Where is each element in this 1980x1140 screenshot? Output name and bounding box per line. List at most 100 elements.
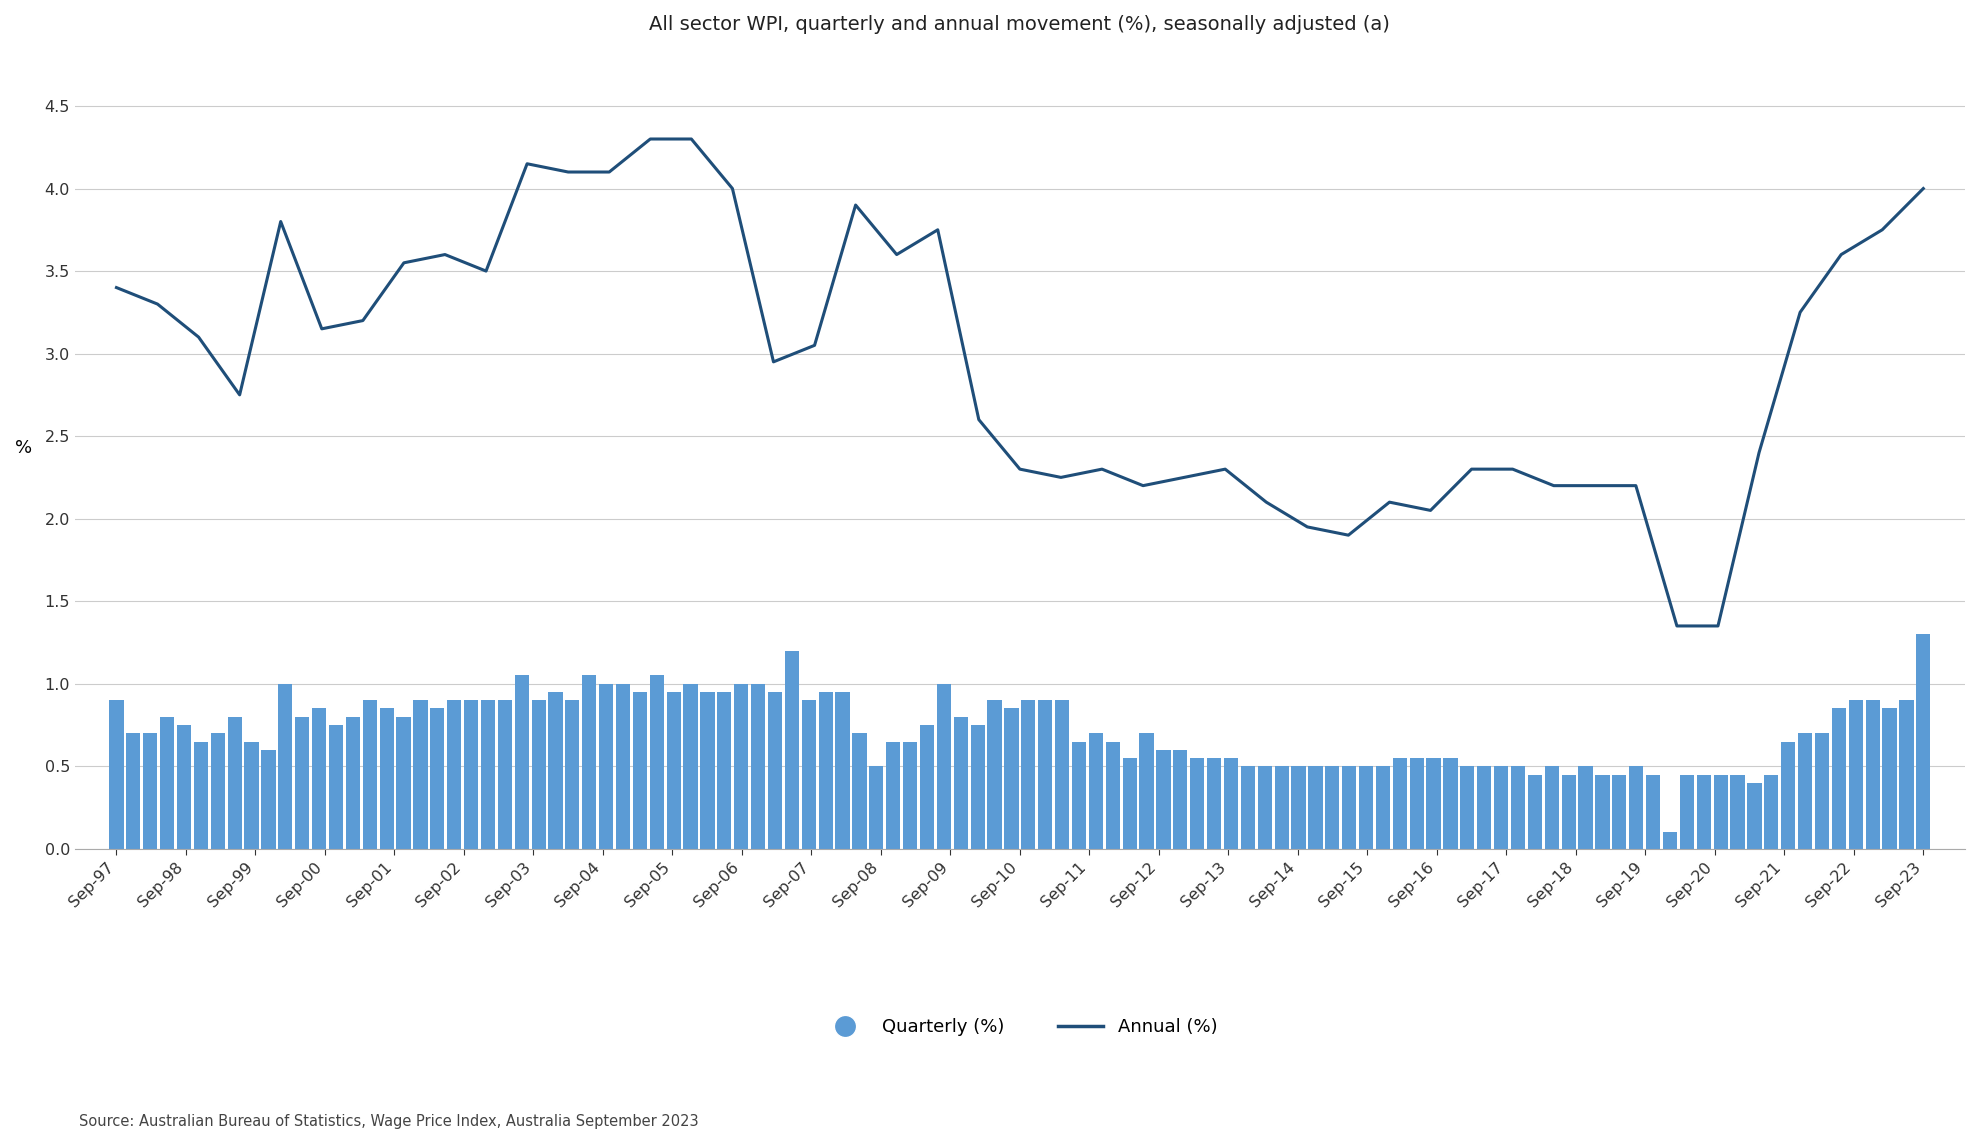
Bar [1309, 766, 1323, 849]
Bar [1899, 700, 1913, 849]
Bar [701, 692, 715, 849]
Bar [1208, 758, 1222, 849]
Bar [1174, 750, 1188, 849]
Bar [649, 676, 663, 849]
Bar [954, 717, 968, 849]
Bar [616, 684, 630, 849]
Bar [1224, 758, 1238, 849]
Bar [1596, 774, 1610, 849]
Bar [988, 700, 1002, 849]
Bar [836, 692, 849, 849]
Bar [430, 708, 444, 849]
Bar [1865, 700, 1879, 849]
Bar [396, 717, 410, 849]
Bar [1105, 741, 1121, 849]
Bar [127, 733, 141, 849]
Bar [1630, 766, 1643, 849]
Bar [1089, 733, 1103, 849]
Bar [1358, 766, 1374, 849]
Bar [1156, 750, 1170, 849]
Bar [1544, 766, 1558, 849]
Bar [717, 692, 731, 849]
Bar [750, 684, 764, 849]
Bar [295, 717, 309, 849]
Bar [447, 700, 461, 849]
Bar [1883, 708, 1897, 849]
Bar [1917, 634, 1930, 849]
Bar [937, 684, 950, 849]
Bar [1410, 758, 1424, 849]
Bar [1138, 733, 1154, 849]
Bar [414, 700, 428, 849]
Bar [1257, 766, 1271, 849]
Bar [346, 717, 360, 849]
Bar [531, 700, 546, 849]
Bar [903, 741, 917, 849]
Bar [1731, 774, 1744, 849]
Bar [1071, 741, 1087, 849]
Bar [244, 741, 259, 849]
Bar [1764, 774, 1778, 849]
Bar [1376, 766, 1390, 849]
Bar [887, 741, 901, 849]
Bar [210, 733, 226, 849]
Bar [1746, 783, 1762, 849]
Y-axis label: %: % [16, 439, 32, 457]
Bar [768, 692, 782, 849]
Bar [1325, 766, 1338, 849]
Bar [869, 766, 883, 849]
Bar [1426, 758, 1441, 849]
Bar [1004, 708, 1018, 849]
Bar [1461, 766, 1475, 849]
Bar [1849, 700, 1863, 849]
Bar [515, 676, 529, 849]
Bar [1477, 766, 1491, 849]
Bar [1798, 733, 1812, 849]
Bar [818, 692, 834, 849]
Bar [1291, 766, 1305, 849]
Bar [1578, 766, 1592, 849]
Bar [1342, 766, 1356, 849]
Bar [1782, 741, 1796, 849]
Bar [1443, 758, 1457, 849]
Bar [1055, 700, 1069, 849]
Bar [1495, 766, 1509, 849]
Bar [802, 700, 816, 849]
Bar [1645, 774, 1661, 849]
Bar [1816, 733, 1830, 849]
Bar [176, 725, 192, 849]
Bar [1038, 700, 1051, 849]
Bar [1511, 766, 1525, 849]
Text: Source: Australian Bureau of Statistics, Wage Price Index, Australia September 2: Source: Australian Bureau of Statistics,… [79, 1114, 699, 1129]
Bar [109, 700, 123, 849]
Bar [784, 651, 800, 849]
Bar [1612, 774, 1626, 849]
Bar [362, 700, 376, 849]
Bar [634, 692, 647, 849]
Bar [1663, 832, 1677, 849]
Bar [735, 684, 748, 849]
Bar [143, 733, 156, 849]
Bar [582, 676, 596, 849]
Bar [194, 741, 208, 849]
Bar [463, 700, 479, 849]
Bar [564, 700, 580, 849]
Bar [261, 750, 275, 849]
Bar [1713, 774, 1729, 849]
Bar [279, 684, 293, 849]
Bar [1679, 774, 1695, 849]
Bar [600, 684, 614, 849]
Bar [683, 684, 697, 849]
Bar [1697, 774, 1711, 849]
Bar [1529, 774, 1542, 849]
Bar [481, 700, 495, 849]
Bar [1123, 758, 1137, 849]
Bar [228, 717, 242, 849]
Bar [1275, 766, 1289, 849]
Legend: Quarterly (%), Annual (%): Quarterly (%), Annual (%) [816, 1011, 1226, 1043]
Bar [1190, 758, 1204, 849]
Bar [851, 733, 867, 849]
Bar [329, 725, 343, 849]
Title: All sector WPI, quarterly and annual movement (%), seasonally adjusted (a): All sector WPI, quarterly and annual mov… [649, 15, 1390, 34]
Bar [921, 725, 935, 849]
